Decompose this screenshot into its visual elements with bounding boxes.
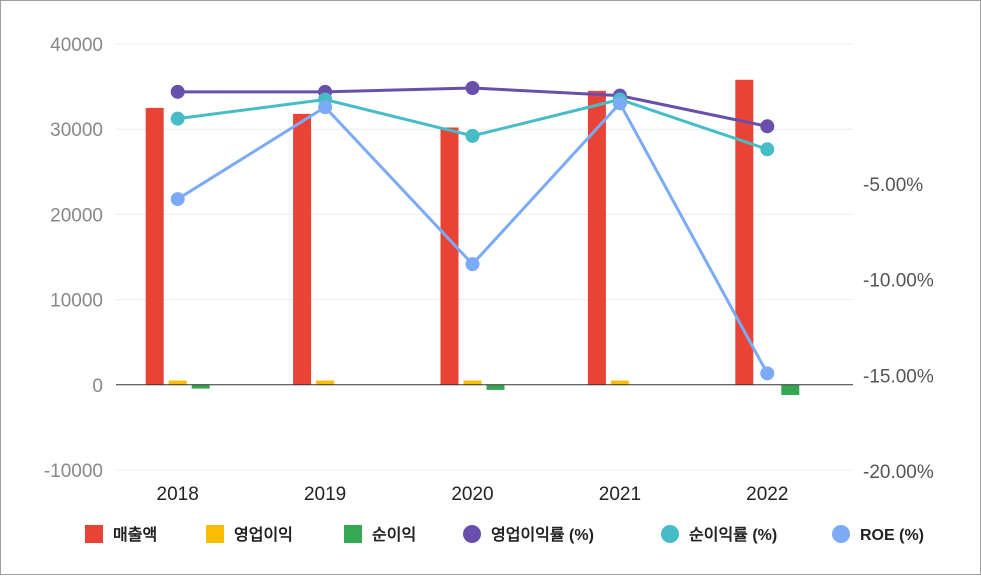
series-point: [760, 366, 775, 381]
legend-swatch: [344, 525, 362, 543]
series-point: [170, 111, 185, 126]
x-tick-label: 2021: [599, 484, 641, 505]
series-point: [465, 257, 480, 272]
y-left-tick-label: 10000: [50, 291, 103, 312]
legend-label: 순이익률 (%): [689, 525, 777, 544]
y-left-tick-label: 0: [92, 376, 103, 397]
bar-series: [145, 79, 800, 396]
x-tick-label: 2019: [304, 484, 346, 505]
gridlines: [116, 43, 853, 471]
bar: [587, 90, 606, 385]
series-point: [760, 119, 775, 134]
y-left-tick-label: -10000: [44, 461, 103, 482]
bar: [316, 380, 335, 385]
y-left-tick-label: 20000: [50, 205, 103, 226]
series-line: [176, 100, 769, 375]
bar: [735, 79, 754, 385]
tick-labels: 40000 30000 20000 10000 0 -10000 -5.00% -10.00%…: [44, 35, 934, 505]
x-tick-label: 2020: [451, 484, 493, 505]
legend-label: 매출액: [113, 525, 157, 544]
legend-label: 순이익: [372, 525, 416, 544]
series-point: [170, 192, 185, 207]
legend-swatch: [832, 525, 850, 543]
legend-label: 영업이익: [234, 525, 293, 544]
y-right-tick-label: -10.00%: [863, 271, 934, 292]
bar: [486, 384, 505, 390]
legend-swatch: [463, 525, 481, 543]
series-point: [170, 84, 185, 99]
y-left-tick-label: 30000: [50, 120, 103, 141]
x-tick-label: 2022: [746, 484, 788, 505]
legend-swatch: [661, 525, 679, 543]
legend: 매출액 영업이익 순이익 영업이익률 (%) 순이익률 (%) ROE (%): [85, 525, 924, 544]
y-right-tick-label: -15.00%: [863, 366, 934, 387]
bar: [191, 384, 210, 389]
y-left-tick-label: 40000: [50, 35, 103, 56]
line-series: [170, 81, 775, 381]
bar: [610, 380, 629, 385]
legend-swatch: [206, 525, 224, 543]
y-right-tick-label: -5.00%: [863, 175, 923, 196]
bar: [168, 380, 187, 385]
legend-swatch: [85, 525, 103, 543]
series-point: [318, 100, 333, 115]
x-tick-label: 2018: [157, 484, 199, 505]
legend-label: 영업이익률 (%): [491, 525, 594, 544]
legend-label: ROE (%): [860, 527, 924, 544]
bar: [781, 384, 800, 396]
series-point: [465, 128, 480, 143]
bar: [463, 380, 482, 385]
bar: [293, 113, 312, 385]
series-point: [760, 142, 775, 157]
series-point: [465, 81, 480, 95]
bar: [440, 127, 459, 385]
y-right-tick-label: -20.00%: [863, 462, 934, 483]
bar: [145, 107, 164, 385]
series-point: [612, 96, 627, 111]
